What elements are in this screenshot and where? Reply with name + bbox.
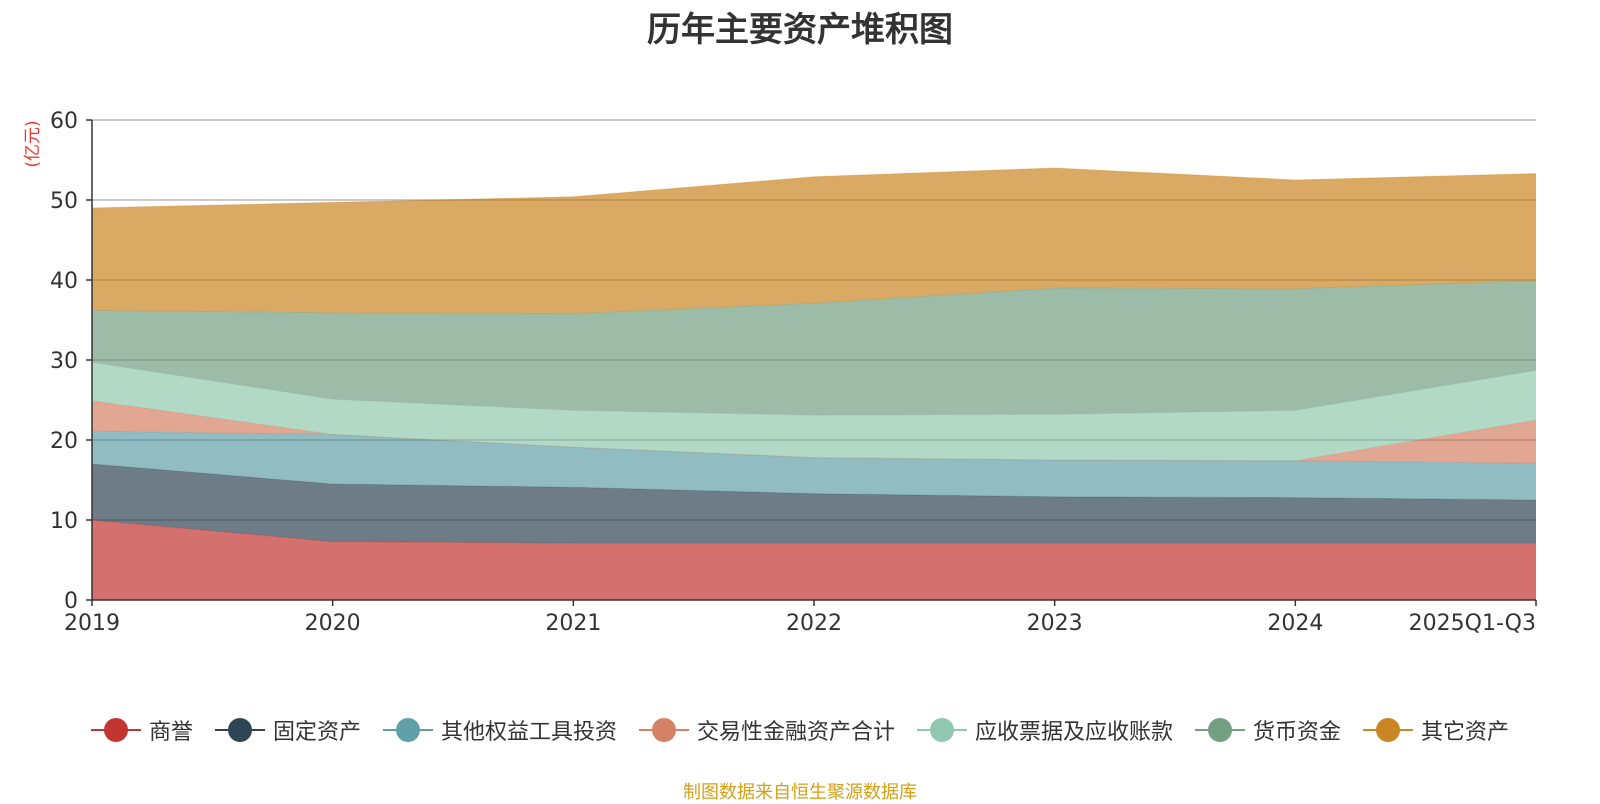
- legend-marker-icon: [90, 717, 141, 743]
- legend-item-0[interactable]: 商誉: [90, 714, 193, 746]
- legend-label: 其它资产: [1421, 720, 1510, 745]
- x-tick-label: 2020: [305, 611, 361, 636]
- area-series-1: [92, 464, 1536, 544]
- area-series-3: [92, 400, 1536, 464]
- y-tick-label: 0: [64, 589, 78, 614]
- data-source-note: 制图数据来自恒生聚源数据库: [683, 782, 917, 803]
- area-series-5: [92, 280, 1536, 416]
- legend-item-6[interactable]: 其它资产: [1363, 714, 1509, 746]
- legend-item-5[interactable]: 货币资金: [1195, 714, 1341, 746]
- legend-label: 其他权益工具投资: [440, 720, 617, 745]
- legend-label: 应收票据及应收账款: [975, 720, 1174, 745]
- legend-marker-icon: [1363, 717, 1414, 743]
- axes: 0 10 20 30 40 50 60 2019 2020 2021 2022 2023 2024 202…: [50, 109, 1537, 636]
- area-series-0: [92, 520, 1536, 600]
- legend-label: 交易性金融资产合计: [696, 720, 895, 745]
- x-tick-label: 2024: [1267, 611, 1323, 636]
- legend-marker-icon: [917, 717, 967, 743]
- x-tick-label: 2022: [786, 611, 842, 636]
- y-tick-label: 50: [50, 189, 78, 214]
- legend-item-4[interactable]: 应收票据及应收账款: [917, 714, 1173, 746]
- legend-marker-icon: [214, 717, 265, 743]
- area-series-2: [92, 431, 1536, 500]
- y-tick-label: 40: [50, 269, 78, 294]
- area-top-line-6: [91, 167, 1537, 209]
- legend-marker-icon: [382, 717, 433, 743]
- y-axis-unit-label: (亿元): [23, 120, 43, 167]
- x-tick-label: 2019: [64, 611, 120, 636]
- y-tick-label: 60: [50, 109, 78, 134]
- legend-label: 固定资产: [272, 720, 361, 745]
- chart-title: 历年主要资产堆积图: [647, 10, 953, 50]
- legend-item-2[interactable]: 其他权益工具投资: [382, 714, 617, 746]
- legend: 商誉 固定资产 其他权益工具投资 交易性金融资产合计 应收票据及应收账款 货币资金 其它资产: [0, 714, 1600, 746]
- x-tick-label: 2021: [545, 611, 601, 636]
- legend-item-1[interactable]: 固定资产: [214, 714, 361, 746]
- y-tick-label: 10: [50, 509, 78, 534]
- y-tick-label: 20: [50, 429, 78, 454]
- area-series-4: [92, 362, 1536, 461]
- y-tick-label: 30: [50, 349, 78, 374]
- area-series-layer: [91, 167, 1537, 600]
- area-series-6: [92, 168, 1536, 314]
- x-tick-label: 2025Q1-Q3: [1409, 611, 1536, 636]
- legend-label: 货币资金: [1253, 720, 1342, 745]
- legend-marker-icon: [638, 717, 689, 743]
- legend-item-3[interactable]: 交易性金融资产合计: [638, 714, 895, 746]
- overlay-grid-lines: [92, 119, 1536, 521]
- x-tick-label: 2023: [1027, 611, 1083, 636]
- legend-marker-icon: [1195, 717, 1246, 743]
- legend-label: 商誉: [148, 720, 193, 745]
